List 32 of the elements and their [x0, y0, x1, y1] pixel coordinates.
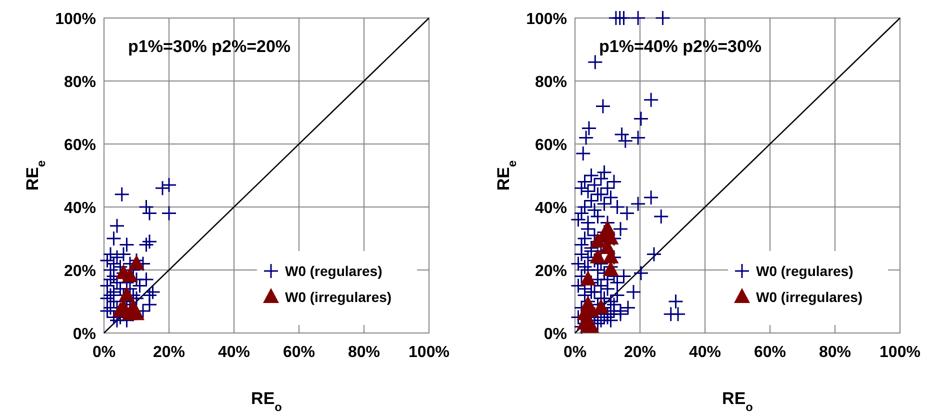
y-tick-label: 80%: [534, 74, 567, 91]
legend-label: W0 (regulares): [285, 263, 382, 279]
x-tick-label: 40%: [218, 344, 250, 361]
x-tick-label: 20%: [152, 344, 186, 361]
legend-label: W0 (irregulares): [756, 289, 863, 305]
y-tick-label: 20%: [534, 263, 567, 280]
y-tick-label: 0%: [544, 326, 567, 343]
x-tick-label: 0%: [563, 344, 587, 361]
y-tick-label: 40%: [534, 200, 567, 217]
x-tick-label: 80%: [348, 344, 380, 361]
x-tick-label: 60%: [754, 344, 786, 361]
x-axis-title: RE$_{o}$: [722, 389, 753, 414]
x-tick-label: 80%: [818, 344, 852, 361]
y-tick-label: 20%: [64, 263, 96, 280]
y-tick-label: 60%: [64, 137, 96, 154]
x-tick-label: 20%: [624, 344, 656, 361]
y-tick-label: 100%: [55, 11, 96, 28]
y-tick-label: 80%: [64, 74, 96, 91]
x-tick-label: 40%: [688, 344, 722, 361]
annotation: p1%=30% p2%=20%: [128, 37, 291, 56]
x-tick-label: 60%: [282, 344, 316, 361]
legend-label: W0 (regulares): [756, 263, 854, 279]
x-tick-label: 100%: [408, 344, 450, 361]
y-tick-label: 60%: [534, 137, 567, 154]
x-tick-label: 0%: [92, 344, 116, 361]
y-tick-label: 100%: [526, 11, 567, 28]
legend-label: W0 (irregulares): [285, 289, 392, 305]
x-axis-title: RE$_{o}$: [251, 389, 282, 414]
y-tick-label: 0%: [72, 326, 96, 343]
x-tick-label: 100%: [880, 344, 920, 361]
y-tick-label: 40%: [64, 200, 96, 217]
annotation: p1%=40% p2%=30%: [599, 37, 762, 56]
